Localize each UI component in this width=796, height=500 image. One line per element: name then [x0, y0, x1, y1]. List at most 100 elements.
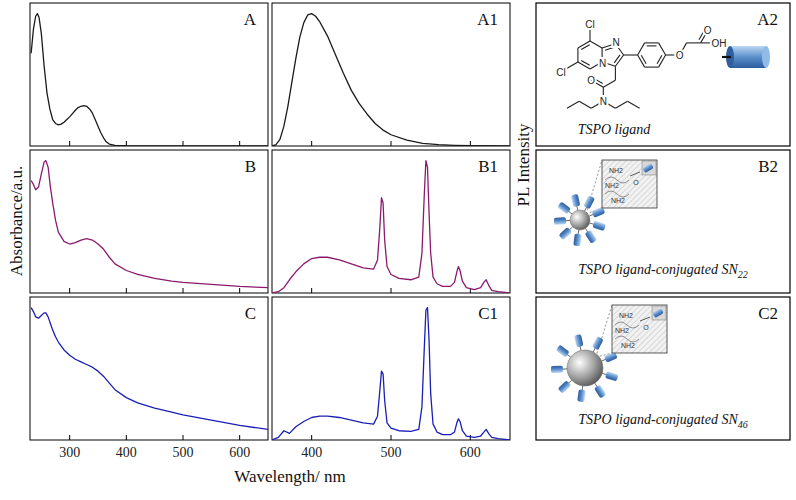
scheme-caption: TSPO ligand	[578, 122, 652, 137]
bond	[567, 101, 579, 108]
scheme-label: A2	[757, 10, 778, 29]
x-tick	[69, 141, 70, 146]
bond	[590, 41, 602, 48]
ligand	[592, 336, 604, 350]
bond	[641, 55, 646, 63]
bond	[594, 79, 602, 84]
atom-label: Cl	[585, 19, 594, 30]
ligand	[592, 221, 606, 231]
x-tick	[69, 288, 70, 293]
x-tick	[239, 288, 240, 293]
plot-frame	[272, 3, 510, 146]
plot-frame	[30, 150, 268, 293]
spectrum-line	[272, 161, 510, 293]
atom-label: O	[676, 50, 684, 61]
panel-label: A1	[477, 10, 498, 29]
ligand-icon	[722, 46, 770, 68]
plot-frame	[30, 3, 268, 146]
nanoparticle-scheme: NH2NH2NH2O	[554, 160, 657, 246]
inset-bg	[612, 305, 667, 353]
panel-label: A	[244, 10, 257, 29]
ligand	[571, 194, 580, 207]
panel-label: B	[245, 157, 256, 176]
nanoparticle	[567, 350, 603, 386]
ligand	[585, 230, 597, 244]
cylinder-end	[762, 46, 770, 68]
spectrum-line	[272, 14, 510, 146]
cylinder-body	[730, 46, 766, 68]
bond	[638, 55, 645, 67]
bond	[659, 55, 666, 67]
x-tick-label: 500	[381, 445, 402, 460]
x-tick	[239, 141, 240, 146]
ligand	[574, 334, 583, 347]
nanoparticle	[570, 210, 590, 230]
ligand	[551, 366, 563, 374]
x-axis-label: Wavelength/ nm	[234, 467, 345, 486]
data-group	[272, 161, 510, 293]
bond	[614, 55, 620, 63]
ligand	[577, 389, 585, 402]
x-tick	[311, 288, 312, 293]
scheme-caption: TSPO ligand-conjugated SN46	[578, 412, 747, 430]
caption-main: TSPO ligand-conjugated SN	[578, 262, 738, 277]
ligand	[554, 217, 566, 225]
x-tick	[391, 141, 392, 146]
x-tick-label: 600	[460, 445, 481, 460]
data-group	[31, 161, 268, 288]
x-tick	[470, 435, 471, 440]
ligand	[559, 227, 573, 240]
bond	[659, 43, 666, 55]
scheme-box	[536, 3, 790, 146]
scheme-caption: TSPO ligand-conjugated SN22	[578, 262, 747, 280]
x-tick-label: 300	[59, 445, 80, 460]
x-tick	[183, 288, 184, 293]
inset-corner	[642, 161, 656, 175]
x-tick	[183, 435, 184, 440]
zoom-line	[596, 305, 612, 357]
ligand	[573, 234, 581, 247]
x-tick-label: 400	[301, 445, 322, 460]
x-tick-label: 600	[229, 445, 250, 460]
ligand	[583, 195, 595, 209]
x-tick	[311, 141, 312, 146]
spectrum-line	[31, 161, 268, 288]
plot-frame	[272, 150, 510, 293]
inset-label: NH2	[609, 167, 623, 174]
x-tick	[183, 141, 184, 146]
x-tick	[311, 435, 312, 440]
bond	[628, 101, 640, 108]
caption-main: TSPO ligand-conjugated SN	[578, 412, 738, 427]
atom-label: N	[612, 37, 619, 48]
amide-link	[630, 172, 640, 176]
bond	[605, 47, 614, 50]
bond	[578, 62, 590, 69]
bond	[687, 42, 701, 43]
panel-label: C1	[478, 304, 498, 323]
bond	[615, 66, 616, 80]
scheme-label: B2	[758, 157, 778, 176]
bond	[647, 45, 657, 46]
inset	[602, 160, 657, 208]
plot-frame	[30, 297, 268, 440]
atom-label: Cl	[556, 67, 565, 78]
bond	[615, 55, 623, 66]
data-group	[272, 308, 510, 440]
panel-label: C	[245, 304, 256, 323]
atom-label: O	[587, 75, 595, 86]
ligand	[557, 201, 571, 214]
inset-label: O	[633, 179, 639, 186]
spectrum-line	[272, 308, 510, 440]
caption-subscript: 46	[738, 419, 748, 430]
inset-label: NH2	[621, 342, 635, 349]
chart-panel: B	[30, 150, 268, 293]
bond	[577, 48, 578, 62]
atom-label: N	[599, 58, 606, 69]
data-group	[31, 14, 268, 146]
amide-link	[640, 317, 650, 321]
x-tick	[239, 435, 240, 440]
bond	[603, 80, 615, 87]
nanoparticle-scheme: NH2NH2NH2O	[551, 305, 667, 402]
bond	[579, 101, 591, 108]
y-axis-label: PL Intensity	[514, 123, 533, 206]
